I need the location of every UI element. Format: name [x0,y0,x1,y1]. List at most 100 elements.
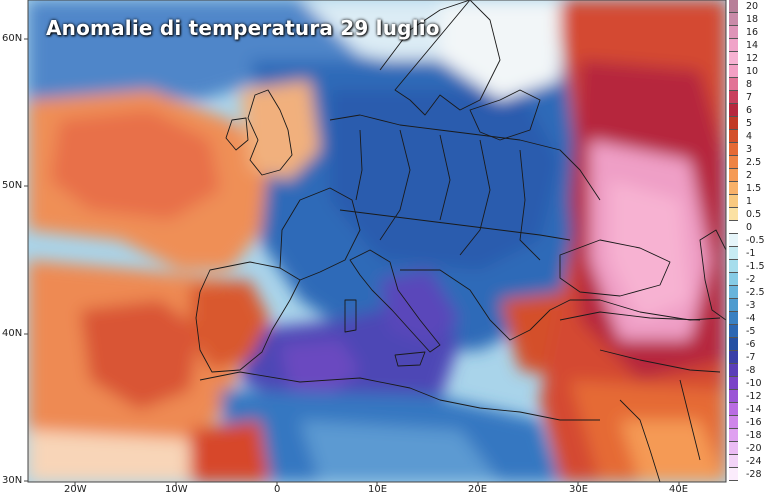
legend-swatch [729,52,738,65]
legend-entry: -7 [728,351,768,364]
legend-label: 0 [746,222,753,233]
legend-label: -5 [746,326,756,337]
legend-entry: -20 [728,442,768,455]
legend-entry: -6 [728,338,768,351]
legend-label: 5 [746,118,753,129]
legend-entry: -8 [728,364,768,377]
legend-swatch [729,78,738,91]
legend-label: -6 [746,339,756,350]
legend-label: 6 [746,105,753,116]
legend-entry: -24 [728,455,768,468]
legend-swatch [729,143,738,156]
color-legend: 20 18 16 14 12 10 8 7 6 5 4 3 2.5 2 1.5 1 0.5 0 -0.5 -1 -1.5… [728,0,768,482]
legend-label: -3 [746,300,756,311]
legend-swatch [729,156,738,169]
legend-swatch [729,299,738,312]
legend-entry: 18 [728,13,768,26]
legend-label: 18 [746,14,759,25]
lon-label-40e: 40E [669,484,689,495]
legend-entry: 12 [728,52,768,65]
legend-swatch [729,26,738,39]
legend-label: -7 [746,352,756,363]
legend-label: -12 [746,391,762,402]
legend-label: 7 [746,92,753,103]
legend-swatch [729,286,738,299]
legend-swatch [729,403,738,416]
legend-entry: -16 [728,416,768,429]
legend-label: 4 [746,131,753,142]
legend-label: -28 [746,469,762,480]
legend-swatch [729,0,738,13]
legend-entry: 1 [728,195,768,208]
legend-label: 20 [746,1,759,12]
legend-label: 8 [746,79,753,90]
axis-ticks [24,38,680,486]
legend-entry: 14 [728,39,768,52]
legend-entry: 10 [728,65,768,78]
legend-swatch [729,91,738,104]
legend-swatch [729,130,738,143]
legend-entry: -12 [728,390,768,403]
legend-entry: -10 [728,377,768,390]
legend-entry: 20 [728,0,768,13]
lat-label-50n: 50N [2,180,23,191]
legend-label: -1.5 [746,261,765,272]
legend-label: -2 [746,274,756,285]
legend-label: -18 [746,430,762,441]
legend-label: -2.5 [746,287,765,298]
legend-entry: 16 [728,26,768,39]
legend-entry: 1.5 [728,182,768,195]
legend-swatch [729,182,738,195]
legend-entry: -28 [728,468,768,481]
legend-entry: -5 [728,325,768,338]
legend-label: 1.5 [746,183,762,194]
legend-swatch [729,455,738,468]
legend-entry: 3 [728,143,768,156]
anomaly-field [28,0,726,482]
legend-label: 12 [746,53,759,64]
legend-swatch [729,468,738,481]
legend-label: -4 [746,313,756,324]
legend-entry: -0.5 [728,234,768,247]
legend-entry: 0 [728,221,768,234]
legend-entry: -4 [728,312,768,325]
legend-swatch [729,312,738,325]
legend-swatch [729,234,738,247]
legend-swatch [729,429,738,442]
legend-swatch [729,442,738,455]
legend-swatch [729,390,738,403]
legend-label: -20 [746,443,762,454]
legend-swatch [729,65,738,78]
legend-entry: -1.5 [728,260,768,273]
legend-entry: -2.5 [728,286,768,299]
legend-label: -24 [746,456,762,467]
legend-swatch [729,377,738,390]
legend-swatch [729,104,738,117]
lon-label-20e: 20E [468,484,488,495]
legend-swatch [729,364,738,377]
legend-swatch [729,416,738,429]
legend-label: 10 [746,66,759,77]
lon-label-10e: 10E [368,484,388,495]
legend-swatch [729,260,738,273]
map-title: Anomalie di temperatura 29 luglio [46,16,440,40]
lat-label-60n: 60N [2,33,23,44]
legend-entry: -1 [728,247,768,260]
legend-label: 0.5 [746,209,762,220]
lat-label-30n: 30N [2,475,23,486]
legend-entry: 8 [728,78,768,91]
lon-label-30e: 30E [569,484,589,495]
lon-label-10w: 10W [165,484,188,495]
legend-label: 1 [746,196,753,207]
legend-swatch [729,208,738,221]
legend-swatch [729,221,738,234]
legend-label: 3 [746,144,753,155]
legend-swatch [729,169,738,182]
legend-entry: -3 [728,299,768,312]
legend-swatch [729,13,738,26]
legend-entry: 2 [728,169,768,182]
legend-label: 16 [746,27,759,38]
legend-label: 2.5 [746,157,762,168]
legend-label: -10 [746,378,762,389]
legend-label: -1 [746,248,756,259]
